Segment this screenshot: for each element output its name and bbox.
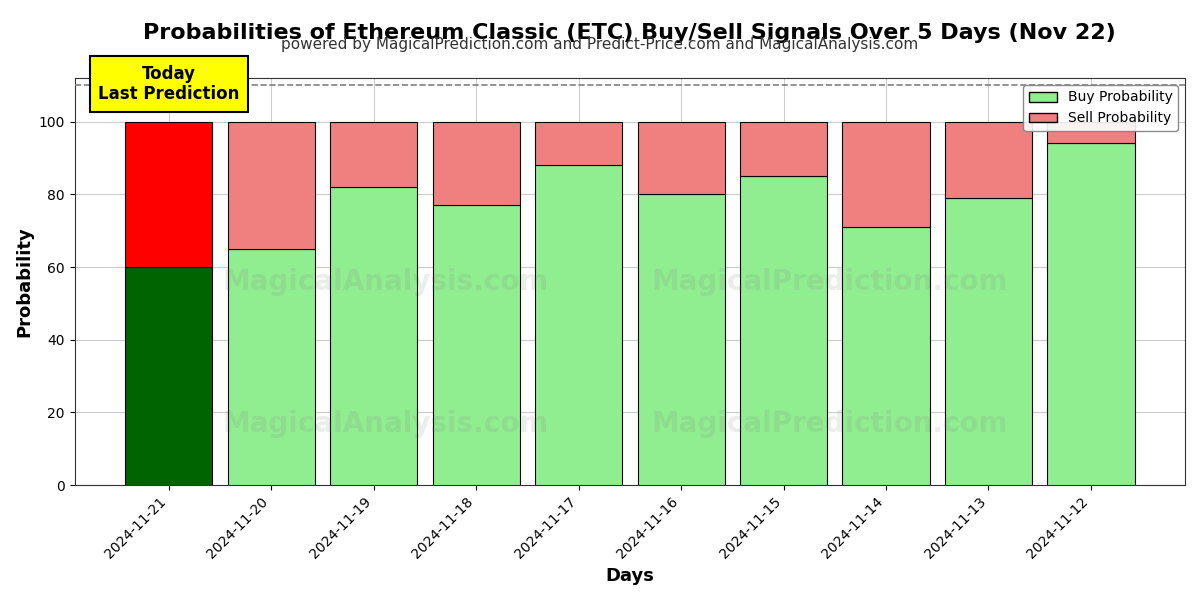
- Legend: Buy Probability, Sell Probability: Buy Probability, Sell Probability: [1024, 85, 1178, 131]
- Bar: [637, 194, 725, 485]
- Bar: [432, 122, 520, 205]
- Bar: [432, 205, 520, 485]
- Bar: [125, 267, 212, 485]
- Bar: [228, 249, 314, 485]
- Bar: [637, 122, 725, 194]
- Bar: [740, 176, 827, 485]
- Bar: [535, 122, 622, 165]
- Bar: [944, 198, 1032, 485]
- Bar: [740, 122, 827, 176]
- Bar: [842, 227, 930, 485]
- Text: powered by MagicalPrediction.com and Predict-Price.com and MagicalAnalysis.com: powered by MagicalPrediction.com and Pre…: [281, 37, 919, 52]
- Bar: [1048, 143, 1134, 485]
- Bar: [535, 165, 622, 485]
- X-axis label: Days: Days: [605, 567, 654, 585]
- Bar: [842, 122, 930, 227]
- Text: MagicalAnalysis.com: MagicalAnalysis.com: [222, 268, 548, 296]
- Y-axis label: Probability: Probability: [16, 226, 34, 337]
- Bar: [330, 122, 418, 187]
- Bar: [125, 122, 212, 267]
- Bar: [1048, 122, 1134, 143]
- Bar: [330, 187, 418, 485]
- Text: MagicalPrediction.com: MagicalPrediction.com: [652, 268, 1008, 296]
- Bar: [944, 122, 1032, 198]
- Text: Today
Last Prediction: Today Last Prediction: [98, 65, 239, 103]
- Title: Probabilities of Ethereum Classic (ETC) Buy/Sell Signals Over 5 Days (Nov 22): Probabilities of Ethereum Classic (ETC) …: [144, 23, 1116, 43]
- Text: MagicalAnalysis.com: MagicalAnalysis.com: [222, 410, 548, 438]
- Bar: [228, 122, 314, 249]
- Text: MagicalPrediction.com: MagicalPrediction.com: [652, 410, 1008, 438]
